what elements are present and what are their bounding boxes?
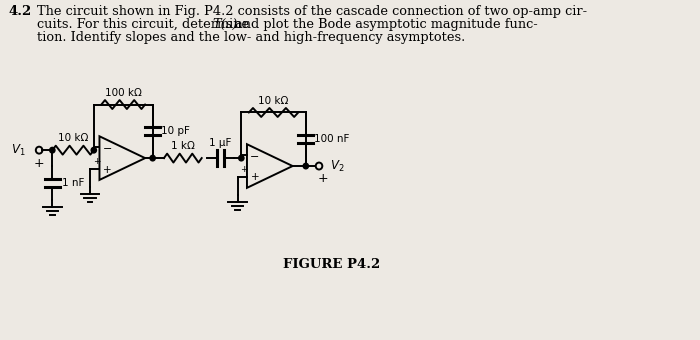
Text: T(s): T(s) bbox=[213, 18, 238, 31]
Text: tion. Identify slopes and the low- and high-frequency asymptotes.: tion. Identify slopes and the low- and h… bbox=[37, 31, 466, 44]
Circle shape bbox=[239, 155, 244, 161]
Text: $+$: $+$ bbox=[102, 164, 112, 174]
Text: $+$: $+$ bbox=[250, 171, 259, 183]
Text: $V_1$: $V_1$ bbox=[11, 142, 26, 158]
Text: 10 kΩ: 10 kΩ bbox=[58, 133, 88, 143]
Text: and plot the Bode asymptotic magnitude func-: and plot the Bode asymptotic magnitude f… bbox=[232, 18, 538, 31]
Circle shape bbox=[91, 147, 97, 153]
Text: +: + bbox=[34, 156, 44, 170]
Text: The circuit shown in Fig. P4.2 consists of the cascade connection of two op-amp : The circuit shown in Fig. P4.2 consists … bbox=[37, 5, 587, 18]
Text: $-$: $-$ bbox=[102, 142, 112, 152]
Text: +: + bbox=[318, 172, 328, 185]
Text: 10 pF: 10 pF bbox=[161, 126, 190, 136]
Text: 4.2: 4.2 bbox=[9, 5, 32, 18]
Text: 1 nF: 1 nF bbox=[62, 178, 84, 188]
Circle shape bbox=[303, 163, 309, 169]
Text: 1 kΩ: 1 kΩ bbox=[171, 141, 195, 151]
Text: +: + bbox=[93, 157, 100, 166]
Text: +: + bbox=[240, 165, 248, 174]
Text: 100 kΩ: 100 kΩ bbox=[105, 88, 141, 98]
Text: 10 kΩ: 10 kΩ bbox=[258, 96, 288, 105]
Text: $V_2$: $V_2$ bbox=[330, 158, 345, 174]
Text: 1 μF: 1 μF bbox=[209, 138, 232, 148]
Circle shape bbox=[150, 155, 155, 161]
Circle shape bbox=[50, 147, 55, 153]
Text: FIGURE P4.2: FIGURE P4.2 bbox=[283, 258, 380, 271]
Text: $-$: $-$ bbox=[249, 150, 260, 160]
Text: 100 nF: 100 nF bbox=[314, 134, 350, 144]
Text: cuits. For this circuit, determine: cuits. For this circuit, determine bbox=[37, 18, 253, 31]
